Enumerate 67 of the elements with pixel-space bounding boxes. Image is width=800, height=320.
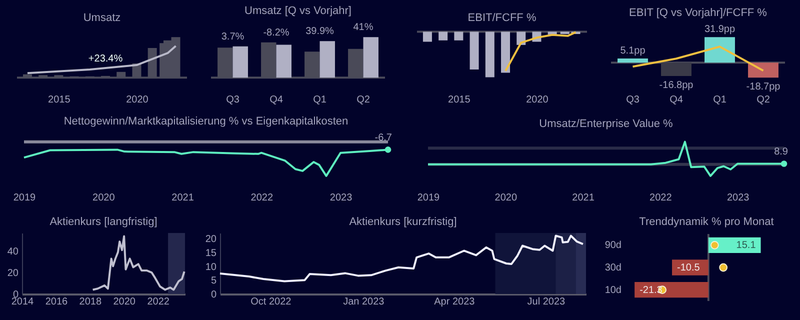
x-tick-label: 2021 bbox=[172, 192, 194, 204]
x-tick-label: 2023 bbox=[726, 192, 750, 204]
line-series bbox=[92, 235, 186, 291]
x-tick-label: 2021 bbox=[572, 192, 595, 204]
x-tick-label: 2020 bbox=[92, 192, 116, 204]
x-tick-label: Q2 bbox=[356, 94, 370, 106]
annotation: -8.2% bbox=[263, 27, 290, 38]
annotation: 39.9% bbox=[306, 26, 334, 38]
x-tick-label: Q1 bbox=[313, 94, 327, 106]
y-tick-label: 40 bbox=[7, 246, 19, 258]
annotation: +23.4% bbox=[88, 53, 123, 64]
bar bbox=[232, 46, 248, 78]
x-tick-label: Q4 bbox=[270, 94, 284, 106]
data-label: 5.1pp bbox=[620, 46, 646, 57]
x-tick-label: 2016 bbox=[45, 296, 68, 308]
x-tick-label: Oct 2022 bbox=[250, 296, 292, 308]
bar bbox=[363, 37, 378, 78]
chart-title: Umsatz/Enterprise Value % bbox=[539, 118, 674, 130]
chart-title: EBIT/FCFF % bbox=[468, 12, 536, 24]
x-tick-label: 2019 bbox=[13, 192, 36, 204]
y-tick-label: 90d bbox=[604, 240, 622, 252]
x-tick-label: 2020 bbox=[494, 192, 518, 204]
chart-title: Umsatz bbox=[83, 12, 121, 24]
x-tick-label: 2015 bbox=[48, 94, 71, 106]
x-tick-label: 2015 bbox=[448, 94, 471, 106]
bar bbox=[276, 44, 292, 78]
x-tick-label: Q3 bbox=[626, 94, 640, 106]
x-tick-label: 2023 bbox=[330, 192, 353, 204]
annotation: 41% bbox=[353, 22, 374, 34]
x-tick-label: 2020 bbox=[113, 296, 136, 308]
chart-title: Trenddynamik % pro Monat bbox=[639, 216, 774, 228]
chart-title: Umsatz [Q vs Vorjahr] bbox=[244, 5, 352, 18]
x-tick-label: Jul 2023 bbox=[527, 296, 566, 308]
x-tick-label: Q4 bbox=[670, 94, 684, 106]
annotation: 3.7% bbox=[221, 31, 244, 42]
y-tick-label: 20 bbox=[7, 268, 19, 280]
chart-title: Aktienkurs [kurzfristig] bbox=[349, 216, 457, 228]
x-tick-label: 2020 bbox=[126, 94, 149, 106]
y-tick-label: 5 bbox=[210, 276, 217, 287]
x-tick-label: 2022 bbox=[147, 296, 170, 308]
y-tick-label: 10d bbox=[604, 284, 622, 296]
data-label: -10.5 bbox=[677, 262, 700, 274]
x-tick-label: 2022 bbox=[250, 192, 274, 204]
x-tick-label: Q3 bbox=[226, 94, 240, 106]
x-tick-label: Q1 bbox=[713, 94, 727, 106]
y-tick-label: 15 bbox=[205, 248, 217, 259]
x-tick-label: 2020 bbox=[526, 94, 549, 106]
annotation: 8.9 bbox=[774, 146, 788, 158]
chart-title: EBIT [Q vs Vorjahr]/FCFF % bbox=[629, 7, 768, 20]
y-tick-label: 20 bbox=[205, 234, 217, 246]
y-tick-label: 10 bbox=[205, 262, 217, 273]
data-label: -16.8pp bbox=[659, 80, 694, 92]
line-series bbox=[219, 234, 584, 282]
x-tick-label: 2019 bbox=[417, 192, 440, 204]
x-tick-label: Q2 bbox=[756, 94, 770, 106]
x-tick-label: Jan 2023 bbox=[343, 296, 385, 308]
y-tick-label: 30d bbox=[604, 262, 622, 274]
y-tick-label: 0 bbox=[210, 290, 217, 300]
x-tick-label: Apr 2023 bbox=[434, 296, 476, 308]
chart-title: Nettogewinn/Marktkapitalisierung % vs Eigenkapitalkosten bbox=[64, 116, 348, 128]
data-label: -18.7pp bbox=[746, 82, 781, 93]
data-label: 15.1 bbox=[736, 240, 756, 252]
data-label: 31.9pp bbox=[704, 24, 736, 36]
x-tick-label: 2022 bbox=[650, 192, 672, 204]
chart-title: Aktienkurs [langfristig] bbox=[50, 216, 158, 228]
x-tick-label: 2018 bbox=[79, 296, 102, 308]
bar bbox=[320, 41, 335, 78]
